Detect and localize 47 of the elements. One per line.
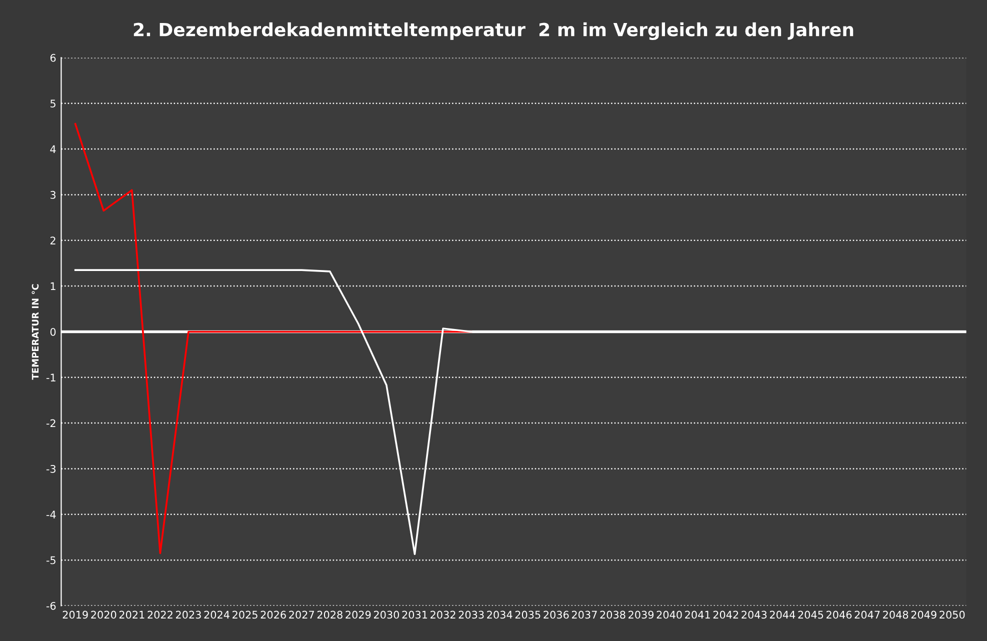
x-tick-label: 2049 (911, 610, 936, 619)
x-tick-label: 2043 (742, 610, 767, 619)
x-tick-label: 2031 (402, 610, 428, 619)
x-tick-label: 2030 (374, 610, 400, 619)
y-tick-label: -3 (46, 464, 56, 473)
x-tick-label: 2032 (430, 610, 456, 619)
y-tick-label: -4 (46, 510, 56, 518)
y-axis-title: TEMPERATUR IN °C (32, 284, 39, 380)
x-tick-label: 2036 (544, 610, 569, 619)
y-tick-label: -5 (46, 556, 56, 564)
chart-title: 2. Dezemberdekadenmitteltemperatur 2 m im Vergleich zu den Jahren (134, 22, 854, 40)
x-tick-label: 2024 (204, 610, 230, 619)
x-tick-label: 2035 (515, 610, 540, 619)
x-tick-label: 2026 (260, 610, 286, 619)
x-tick-label: 2048 (883, 610, 908, 619)
y-tick-label: -1 (46, 374, 56, 382)
x-tick-label: 2042 (713, 610, 738, 619)
x-tick-label: 2034 (487, 610, 512, 619)
x-tick-label: 2033 (458, 610, 484, 619)
x-tick-label: 2021 (119, 610, 144, 619)
x-tick-label: 2046 (826, 610, 852, 619)
x-tick-label: 2044 (770, 610, 796, 619)
y-tick-label: 2 (50, 236, 56, 244)
y-tick-label: -2 (46, 419, 56, 428)
x-tick-label: 2027 (289, 610, 314, 619)
x-tick-label: 2039 (628, 610, 654, 619)
x-tick-label: 2041 (685, 610, 710, 619)
x-tick-label: 2023 (176, 610, 201, 619)
x-tick-label: 2020 (91, 610, 116, 619)
x-tick-label: 2038 (600, 610, 626, 619)
x-tick-label: 2040 (656, 610, 682, 619)
x-tick-label: 2029 (346, 610, 371, 619)
x-tick-label: 2019 (62, 610, 88, 619)
y-tick-label: 0 (50, 328, 56, 336)
x-tick-label: 2022 (148, 610, 172, 619)
x-tick-label: 2047 (854, 610, 880, 619)
x-tick-label: 2028 (317, 610, 342, 619)
x-tick-label: 2045 (798, 610, 824, 619)
x-tick-label: 2050 (940, 610, 965, 619)
x-tick-label: 2037 (572, 610, 597, 619)
x-tick-label: 2025 (232, 610, 258, 619)
y-tick-label: 1 (50, 282, 56, 290)
y-tick-label: 5 (50, 100, 56, 108)
y-tick-label: 3 (50, 190, 56, 199)
y-tick-label: -6 (46, 602, 56, 610)
y-tick-label: 4 (50, 145, 56, 153)
y-tick-label: 6 (50, 54, 56, 62)
